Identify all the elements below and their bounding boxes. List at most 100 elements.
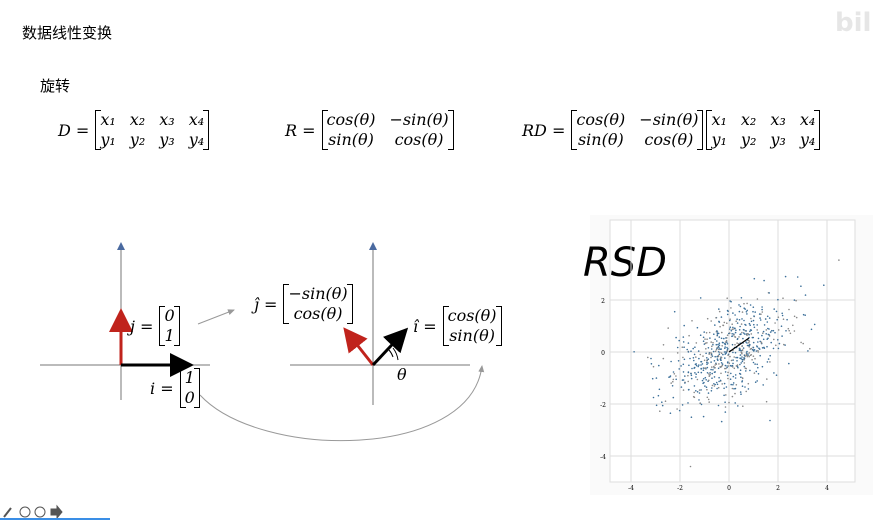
y-tick-label: -4	[600, 454, 606, 461]
scatter-dot	[672, 371, 675, 373]
scatter-dot	[777, 329, 780, 331]
scatter-dot	[724, 364, 727, 367]
scatter-dot	[715, 381, 718, 384]
scatter-dot	[731, 323, 733, 326]
scatter-dot	[676, 346, 679, 349]
scatter-dot	[706, 388, 708, 391]
scatter-dot	[743, 365, 746, 368]
scatter-dot	[704, 376, 707, 379]
scatter-dot	[695, 356, 697, 358]
scatter-dot	[717, 386, 720, 389]
equation-label: R =	[285, 120, 316, 140]
scatter-dot	[757, 341, 759, 343]
scatter-dot	[633, 351, 635, 353]
scatter-dot	[766, 345, 768, 348]
title: 数据线性变换	[22, 24, 113, 42]
scatter-dot	[712, 343, 714, 346]
scatter-dot	[746, 309, 748, 312]
scatter-dot	[757, 351, 760, 353]
matrix-cell: cos(θ)	[394, 130, 444, 149]
scatter-dot	[750, 320, 753, 323]
scatter-dot	[760, 342, 763, 344]
scatter-dot	[692, 357, 695, 359]
scatter-dot	[710, 341, 712, 343]
scatter-dot	[775, 344, 777, 347]
scatter-dot	[682, 379, 685, 381]
scatter-dot	[745, 311, 748, 313]
scatter-dot	[757, 349, 759, 352]
scatter-dot	[716, 332, 719, 335]
scatter-dot	[712, 341, 714, 344]
scatter-dot	[716, 330, 718, 332]
scatter-dot	[693, 353, 696, 356]
scatter-dot	[793, 299, 796, 301]
scatter-dot	[737, 366, 739, 369]
scatter-dot	[723, 394, 725, 397]
scatter-dot	[732, 328, 735, 330]
scatter-dot	[753, 326, 756, 329]
scatter-dot	[777, 298, 779, 301]
scatter-dot	[716, 383, 719, 386]
scatter-dot	[684, 375, 686, 377]
scatter-dot	[768, 335, 771, 337]
scatter-dot	[752, 361, 755, 364]
matrix-cell: sin(θ)	[328, 130, 374, 149]
scatter-dot	[711, 366, 713, 368]
matrix-cell: y₃	[770, 130, 786, 149]
scatter-dot	[726, 350, 728, 352]
scatter-dot	[710, 348, 713, 350]
section-title: 旋转	[40, 77, 71, 95]
scatter-dot	[673, 373, 676, 375]
scatter-dot	[716, 358, 719, 360]
x-tick-label: 0	[727, 485, 731, 492]
scatter-dot	[740, 393, 742, 396]
scatter-dot	[727, 365, 730, 367]
scatter-dot	[736, 322, 739, 324]
scatter-dot	[802, 313, 805, 316]
scatter-dot	[761, 306, 763, 308]
x-tick-label: -2	[677, 485, 683, 492]
x-tick-label: 2	[776, 485, 780, 492]
scatter-dot	[761, 311, 764, 313]
scatter-dot	[761, 308, 763, 311]
scatter-dot	[726, 362, 729, 364]
scatter-dot	[670, 360, 672, 363]
scatter-dot	[651, 377, 654, 380]
scatter-dot	[723, 382, 726, 385]
matrix-group: cos(θ) sin(θ)	[442, 306, 502, 346]
scatter-dot	[655, 377, 658, 379]
scatter-dot	[720, 372, 722, 375]
x-tick-label: -4	[628, 485, 634, 492]
scatter-dot	[728, 401, 730, 404]
scatter-dot	[726, 297, 728, 300]
scatter-dot	[717, 354, 720, 357]
scatter-dot	[731, 333, 733, 335]
scatter-dot	[687, 402, 689, 404]
scatter-dot	[652, 365, 655, 368]
matrix-cell: cos(θ)	[293, 304, 343, 323]
scatter-dot	[723, 321, 726, 324]
scatter-dot	[687, 374, 689, 377]
scatter-dot	[726, 366, 728, 369]
scatter-dot	[749, 324, 751, 327]
scatter-dot	[754, 357, 756, 360]
scatter-dot	[694, 346, 696, 349]
scatter-dot	[749, 329, 752, 331]
scatter-dot	[748, 346, 750, 348]
scatter-dot	[739, 325, 741, 328]
x-tick-label: 4	[825, 485, 829, 492]
scatter-dot	[729, 318, 731, 321]
scatter-dot	[725, 351, 727, 353]
matrix: cos(θ) −sin(θ) sin(θ) cos(θ)	[571, 110, 704, 150]
scatter-dot	[717, 332, 720, 335]
scatter-dot	[711, 377, 713, 380]
scatter-dot	[662, 344, 665, 346]
scatter-dot	[766, 315, 769, 318]
scatter-dot	[744, 323, 746, 326]
scatter-dot	[693, 359, 695, 362]
scatter-dot	[695, 364, 698, 367]
scatter-dot	[736, 360, 738, 362]
scatter-dot	[765, 400, 768, 403]
scatter-dot	[696, 326, 699, 329]
